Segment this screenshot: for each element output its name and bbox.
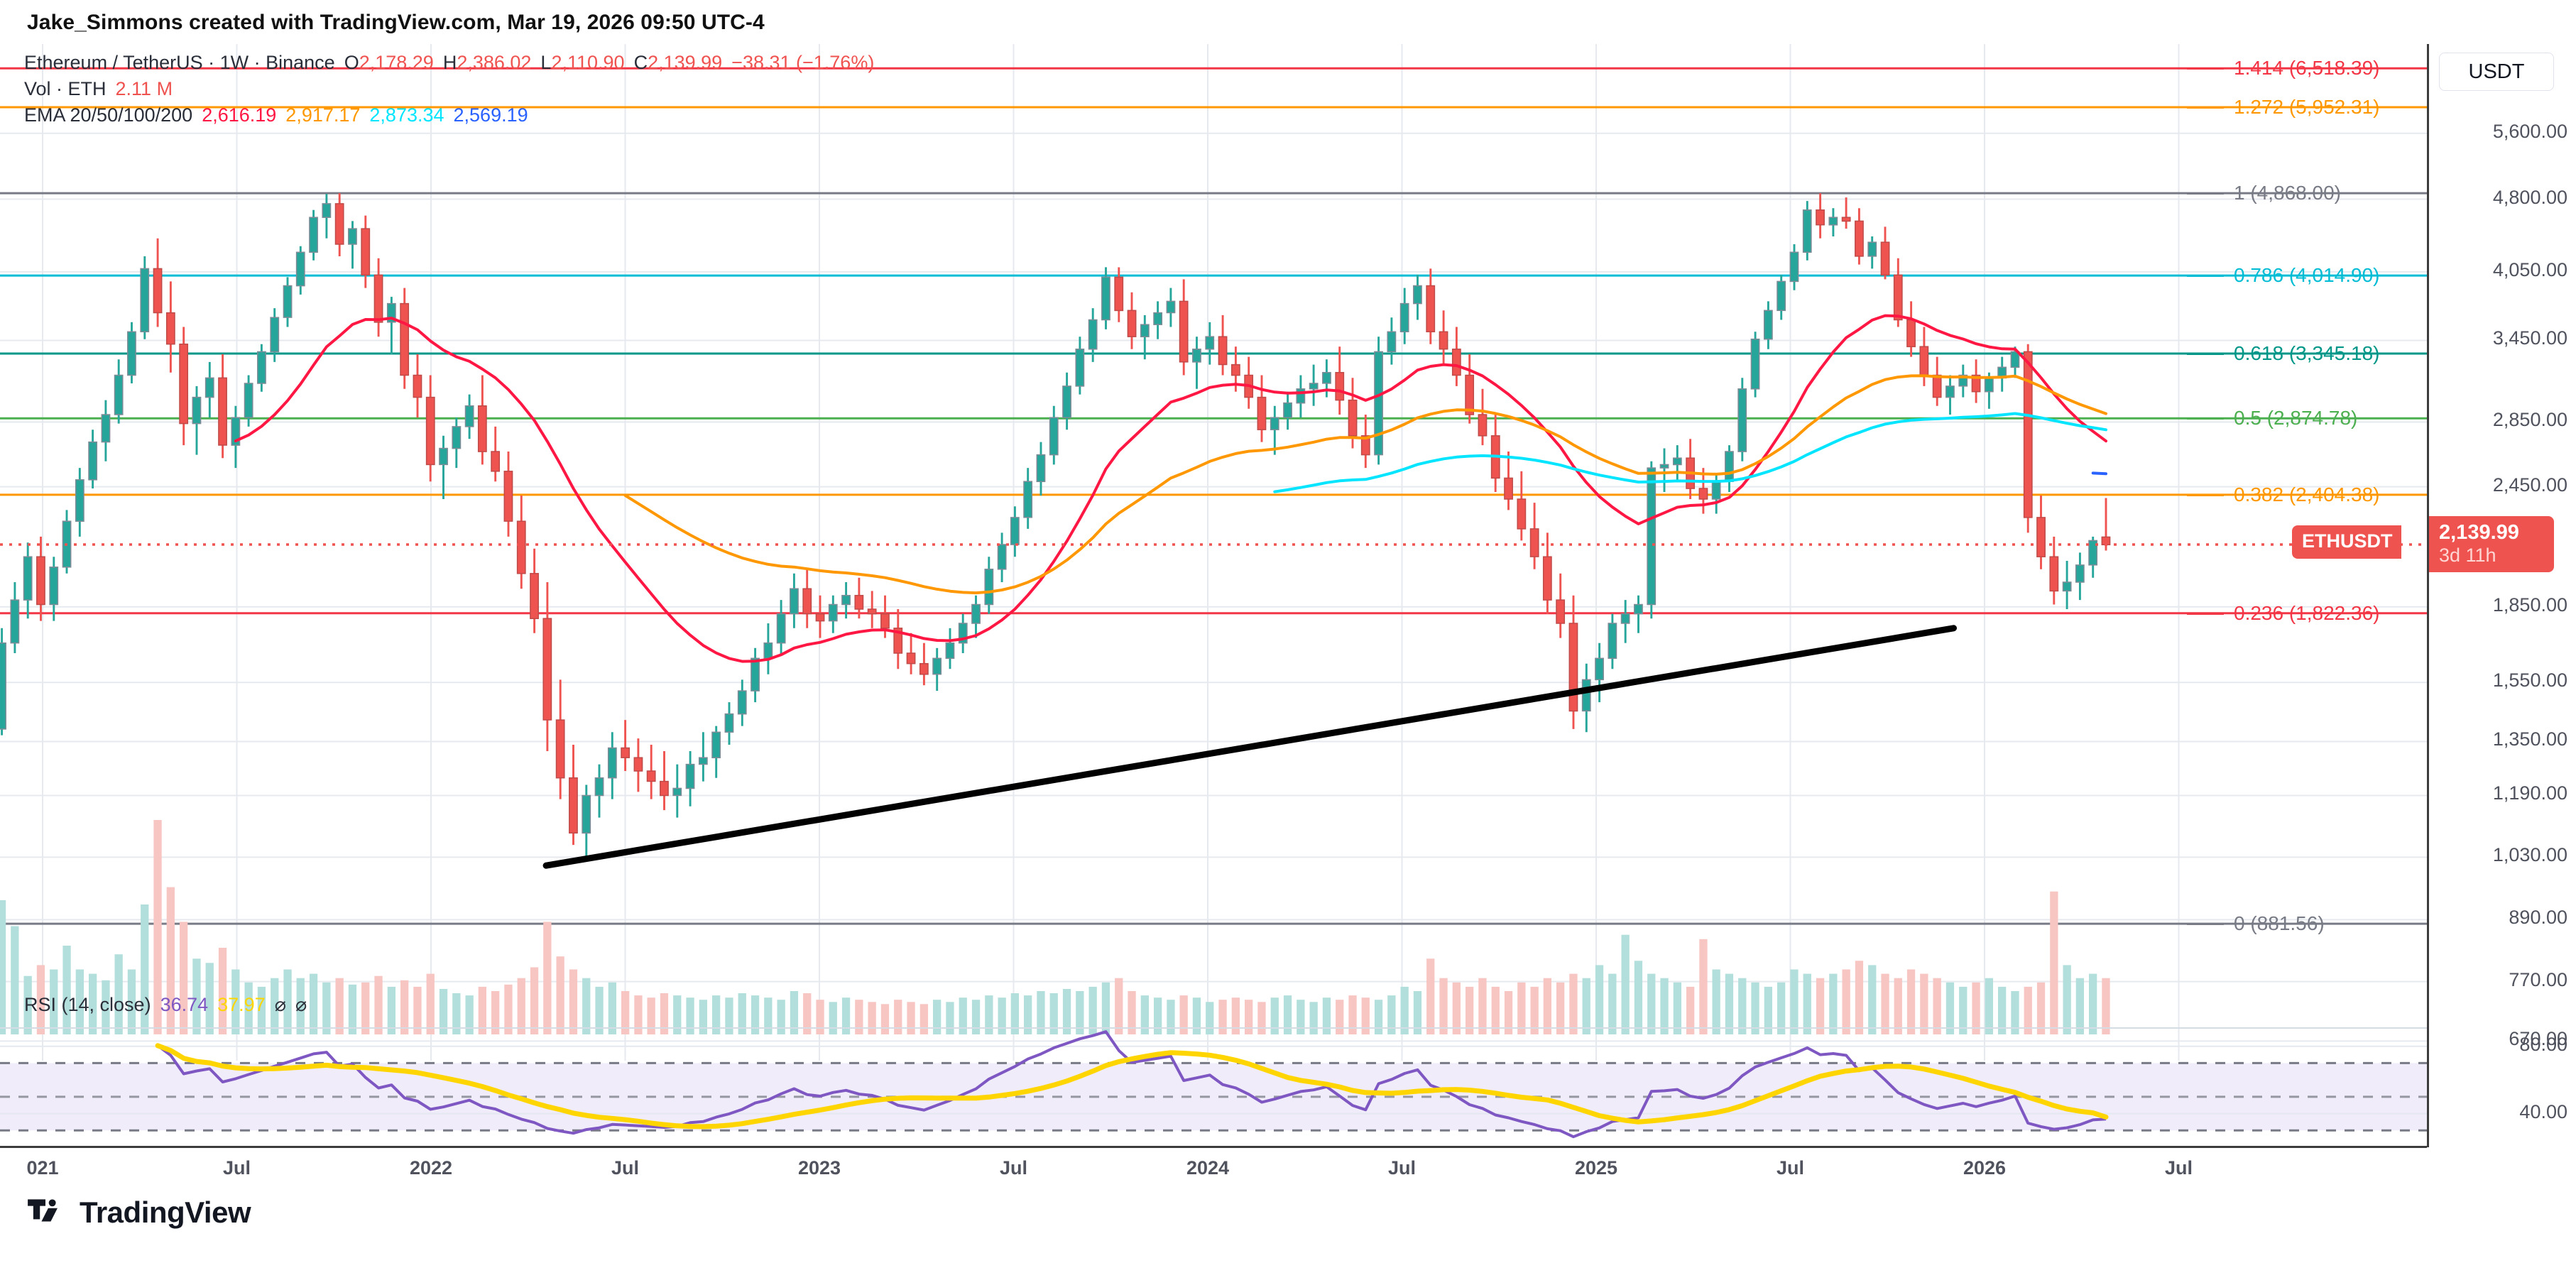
- legend-ema20-value: 2,616.19: [202, 104, 277, 126]
- legend-change-value: −38.31 (−1.76%): [731, 52, 875, 73]
- tradingview-wordmark: TradingView: [80, 1196, 251, 1229]
- price-tick-label: 5,600.00: [2492, 120, 2567, 142]
- price-tick-label: 890.00: [2509, 907, 2567, 929]
- legend-open-label: O: [344, 52, 359, 73]
- time-tick-label[interactable]: Jul: [222, 1157, 251, 1179]
- price-tick-label: 670.00: [2509, 1028, 2567, 1050]
- chart-container[interactable]: 1.414 (6,518.39) 1.272 (5,952.31) 1 (4,868…: [0, 44, 2576, 1179]
- fib-line-marker: [2187, 353, 2224, 356]
- fib-level-label[interactable]: 0.382 (2,404.38): [2234, 483, 2380, 505]
- time-tick-label[interactable]: 2022: [409, 1157, 453, 1179]
- legend-low-label: L: [540, 52, 552, 73]
- legend-volume-label: Vol · ETH: [24, 78, 107, 99]
- price-plot-area[interactable]: [0, 44, 2427, 1061]
- time-tick-label[interactable]: Jul: [1776, 1157, 1805, 1179]
- rsi-legend-value: 36.74: [160, 994, 209, 1015]
- attribution-text: Jake_Simmons created with TradingView.co…: [27, 11, 765, 34]
- fib-line-marker: [2187, 275, 2224, 278]
- chart-legend[interactable]: Ethereum / TetherUS · 1W · Binance O2,178…: [24, 50, 874, 129]
- fib-level-label[interactable]: 0.236 (1,822.36): [2234, 601, 2380, 624]
- time-tick-label[interactable]: Jul: [1387, 1157, 1417, 1179]
- rsi-legend-ma-value: 37.97: [217, 994, 266, 1015]
- legend-close-value: 2,139.99: [648, 52, 723, 73]
- price-tick-label: 2,850.00: [2492, 409, 2567, 431]
- price-tick-label: 4,050.00: [2492, 258, 2567, 280]
- legend-symbol: Ethereum / TetherUS · 1W · Binance: [24, 52, 335, 73]
- rsi-plot-area[interactable]: [0, 1029, 2427, 1147]
- time-tick-label[interactable]: Jul: [2164, 1157, 2193, 1179]
- legend-high-value: 2,386.02: [457, 52, 532, 73]
- time-tick-label[interactable]: 2026: [1963, 1157, 2007, 1179]
- price-tick-label: 1,350.00: [2492, 728, 2567, 750]
- fib-level-label[interactable]: 0.5 (2,874.78): [2234, 407, 2358, 430]
- fib-line-marker: [2187, 106, 2224, 109]
- legend-ema100-value: 2,873.34: [369, 104, 444, 126]
- rsi-chart-svg: [0, 1030, 2427, 1139]
- time-axis-divider: [0, 1146, 2427, 1148]
- price-tick-label: 1,190.00: [2492, 782, 2567, 804]
- fib-level-label[interactable]: 0.786 (4,014.90): [2234, 264, 2380, 287]
- rsi-legend-label: RSI (14, close): [24, 994, 151, 1015]
- rsi-legend[interactable]: RSI (14, close) 36.74 37.97 ⌀ ⌀: [24, 994, 307, 1016]
- price-tick-label: 2,450.00: [2492, 474, 2567, 496]
- fib-level-label[interactable]: 1.272 (5,952.31): [2234, 95, 2380, 118]
- fib-line-marker: [2187, 67, 2224, 70]
- tradingview-logo-icon: [28, 1199, 58, 1222]
- legend-volume-value: 2.11 M: [115, 78, 173, 99]
- fib-level-label[interactable]: 1 (4,868.00): [2234, 182, 2341, 204]
- time-tick-label[interactable]: 021: [26, 1157, 59, 1179]
- legend-ema50-value: 2,917.17: [285, 104, 361, 126]
- legend-high-label: H: [442, 52, 457, 73]
- rsi-legend-null1-icon: ⌀: [274, 994, 286, 1015]
- footer-branding: TradingView: [26, 1193, 251, 1232]
- legend-close-label: C: [633, 52, 648, 73]
- legend-open-value: 2,178.29: [359, 52, 434, 73]
- fib-line-marker: [2187, 493, 2224, 496]
- price-tick-label: 770.00: [2509, 968, 2567, 990]
- price-axis-divider: [2427, 44, 2429, 1147]
- legend-ema200-value: 2,569.19: [453, 104, 528, 126]
- time-tick-label[interactable]: Jul: [999, 1157, 1028, 1179]
- fib-line-marker: [2187, 192, 2224, 195]
- ticker-badge[interactable]: ETHUSDT: [2292, 525, 2401, 559]
- legend-volume-row[interactable]: Vol · ETH 2.11 M: [24, 76, 874, 102]
- time-tick-label[interactable]: Jul: [611, 1157, 640, 1179]
- rsi-tick-label: 80.00: [2519, 1033, 2567, 1055]
- price-chart-svg: [0, 44, 2427, 1061]
- price-axis[interactable]: USDT 5,600.00 4,800.00 4,050.00 3,450.00 2,8…: [2429, 44, 2576, 1122]
- price-tick-label: 1,850.00: [2492, 594, 2567, 616]
- price-tick-label: 4,800.00: [2492, 186, 2567, 208]
- rsi-legend-null2-icon: ⌀: [295, 994, 307, 1015]
- price-tick-label: 1,030.00: [2492, 844, 2567, 866]
- price-tick-label: 1,550.00: [2492, 669, 2567, 691]
- legend-ema-row[interactable]: EMA 20/50/100/200 2,616.19 2,917.17 2,873.3…: [24, 102, 874, 129]
- legend-low-value: 2,110.90: [551, 52, 625, 73]
- current-price-badge[interactable]: 2,139.99 3d 11h: [2429, 516, 2554, 573]
- currency-unit-chip[interactable]: USDT: [2439, 53, 2554, 91]
- fib-line-marker: [2187, 612, 2224, 615]
- fib-line-marker: [2187, 923, 2224, 926]
- time-axis[interactable]: 021 Jul 2022 Jul 2023 Jul 2024 Jul 2025 Jul 2026 Ju…: [0, 1150, 2427, 1194]
- fib-level-label[interactable]: 0 (881.56): [2234, 912, 2325, 935]
- fib-level-label[interactable]: 1.414 (6,518.39): [2234, 57, 2380, 80]
- price-tick-label: 3,450.00: [2492, 327, 2567, 349]
- rsi-tick-label: 40.00: [2519, 1100, 2567, 1122]
- time-tick-label[interactable]: 2024: [1186, 1157, 1230, 1179]
- legend-symbol-row[interactable]: Ethereum / TetherUS · 1W · Binance O2,178…: [24, 50, 874, 76]
- fib-line-marker: [2187, 417, 2224, 420]
- time-tick-label[interactable]: 2025: [1574, 1157, 1618, 1179]
- current-price-value: 2,139.99: [2439, 521, 2519, 545]
- bar-countdown: 3d 11h: [2439, 545, 2496, 567]
- pane-separator: [0, 1027, 2427, 1029]
- legend-ema-label: EMA 20/50/100/200: [24, 104, 193, 126]
- fib-level-label[interactable]: 0.618 (3,345.18): [2234, 342, 2380, 365]
- time-tick-label[interactable]: 2023: [797, 1157, 841, 1179]
